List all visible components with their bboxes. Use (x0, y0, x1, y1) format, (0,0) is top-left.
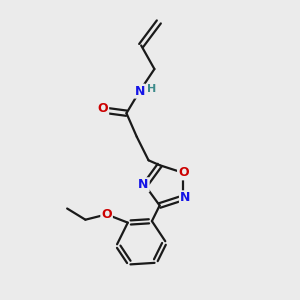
Text: N: N (134, 85, 145, 98)
Text: N: N (180, 191, 190, 204)
Text: N: N (138, 178, 149, 191)
Text: O: O (98, 102, 108, 115)
Text: O: O (101, 208, 112, 221)
Text: H: H (147, 84, 157, 94)
Text: O: O (178, 167, 189, 179)
